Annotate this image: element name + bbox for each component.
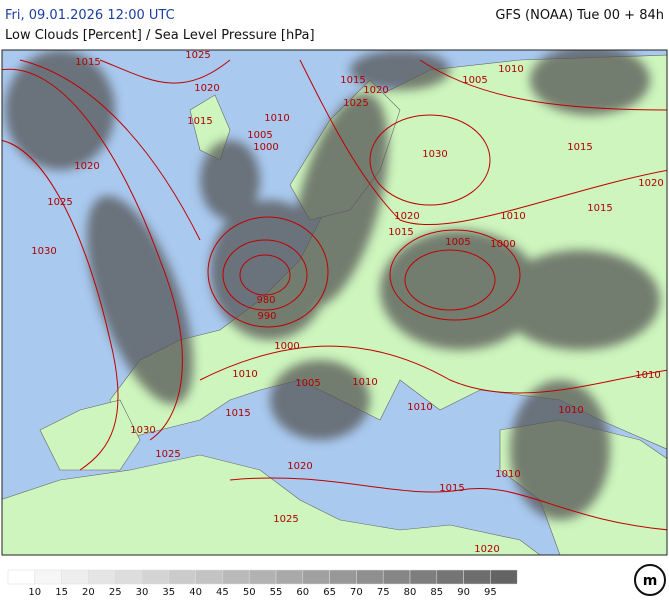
isobar-label: 1025 xyxy=(47,197,72,208)
isobar-label: 1020 xyxy=(287,461,312,472)
isobar-label: 1020 xyxy=(363,85,388,96)
isobar-label: 1010 xyxy=(352,377,377,388)
isobar-label: 990 xyxy=(257,311,276,322)
isobar-label: 1020 xyxy=(74,161,99,172)
isobar-label: 1005 xyxy=(445,237,470,248)
isobar-label: 1020 xyxy=(194,83,219,94)
legend-tick-label: 80 xyxy=(404,587,417,598)
map-frame xyxy=(1,49,668,556)
isobar-label: 1010 xyxy=(558,405,583,416)
legend-swatch xyxy=(248,569,277,585)
isobar-label: 1005 xyxy=(462,75,487,86)
legend-swatch xyxy=(356,569,384,585)
legend-tick-label: 15 xyxy=(55,587,68,598)
legend-swatch xyxy=(436,569,464,585)
isobars xyxy=(2,59,667,531)
isobar-label: 1020 xyxy=(394,211,419,222)
isobar-label: 1030 xyxy=(130,425,155,436)
isobar-label: 1015 xyxy=(587,203,612,214)
legend-tick-label: 25 xyxy=(109,587,122,598)
isobar-label: 1005 xyxy=(247,130,272,141)
isobar-label: 1025 xyxy=(185,50,210,61)
clouds xyxy=(5,50,660,520)
logo: m xyxy=(634,564,666,596)
legend-swatch xyxy=(114,569,143,585)
legend-swatch xyxy=(382,569,411,585)
legend-swatch xyxy=(275,569,304,585)
isobar-label: 1030 xyxy=(422,149,447,160)
isobar-label: 1015 xyxy=(340,75,365,86)
isobar-label: 1010 xyxy=(407,402,432,413)
legend-swatch xyxy=(222,569,250,585)
legend-tick-label: 50 xyxy=(243,587,256,598)
isobar-label: 1015 xyxy=(567,142,592,153)
isobar-label: 1025 xyxy=(273,514,298,525)
isobar-label: 1015 xyxy=(388,227,413,238)
isobar-label: 1010 xyxy=(635,370,660,381)
legend-tick-label: 70 xyxy=(350,587,363,598)
legend-swatch xyxy=(7,569,36,585)
isobar-label: 1015 xyxy=(439,483,464,494)
isobar-label: 980 xyxy=(256,295,275,306)
isobar-label: 1000 xyxy=(490,239,515,250)
legend-tick-label: 20 xyxy=(82,587,95,598)
isobar-label: 1020 xyxy=(474,544,499,555)
isobar-label: 1000 xyxy=(274,341,299,352)
legend-tick-label: 85 xyxy=(430,587,443,598)
isobar-label: 1010 xyxy=(264,113,289,124)
isobar-label: 1025 xyxy=(155,449,180,460)
isobar-label: 1010 xyxy=(500,211,525,222)
legend-swatch xyxy=(302,569,330,585)
legend-swatch xyxy=(463,569,491,585)
isobar-label: 1025 xyxy=(343,98,368,109)
legend-swatch xyxy=(409,569,438,585)
isobar-label: 1015 xyxy=(187,116,212,127)
legend-tick-label: 65 xyxy=(323,587,336,598)
legend-tick-label: 35 xyxy=(162,587,175,598)
isobar-label: 1015 xyxy=(75,57,100,68)
legend-tick-label: 30 xyxy=(136,587,149,598)
isobar-label: 1010 xyxy=(232,369,257,380)
legend-swatch xyxy=(490,569,518,585)
legend-tick-label: 95 xyxy=(484,587,497,598)
isobar-label: 1000 xyxy=(253,142,278,153)
isobar-label: 1020 xyxy=(638,178,663,189)
isobar-label: 1005 xyxy=(295,378,320,389)
legend-swatch xyxy=(195,569,223,585)
legend: 10 15 20 25 30 35 40 45 50 55 60 65 70 75 80 85 90 95 xyxy=(7,569,518,598)
legend-tick-label: 55 xyxy=(270,587,283,598)
model-run: GFS (NOAA) Tue 00 + 84h xyxy=(495,8,664,23)
legend-swatch xyxy=(329,569,357,585)
legend-swatch xyxy=(88,569,116,585)
isobar-label: 1010 xyxy=(495,469,520,480)
legend-tick-label: 75 xyxy=(377,587,390,598)
legend-swatch xyxy=(34,569,62,585)
svg-text:m: m xyxy=(643,573,658,589)
isobar-label: 1015 xyxy=(225,408,250,419)
legend-tick-label: 40 xyxy=(189,587,202,598)
legend-swatch xyxy=(168,569,196,585)
isobar-label: 1010 xyxy=(498,64,523,75)
legend-swatch xyxy=(61,569,89,585)
legend-tick-label: 60 xyxy=(296,587,309,598)
legend-tick-label: 90 xyxy=(457,587,470,598)
valid-time: Fri, 09.01.2026 12:00 UTC xyxy=(5,8,175,23)
map-subtitle: Low Clouds [Percent] / Sea Level Pressur… xyxy=(5,28,315,43)
legend-tick-label: 45 xyxy=(216,587,229,598)
legend-tick-label: 10 xyxy=(28,587,41,598)
legend-swatch xyxy=(141,569,170,585)
isobar-label: 1030 xyxy=(31,246,56,257)
